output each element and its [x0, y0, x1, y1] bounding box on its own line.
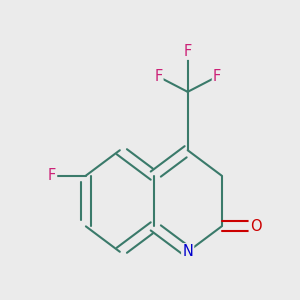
Text: F: F	[48, 168, 56, 183]
Text: O: O	[250, 219, 261, 234]
Text: F: F	[213, 69, 221, 84]
Text: F: F	[154, 69, 162, 84]
Text: F: F	[184, 44, 192, 59]
Text: N: N	[182, 244, 193, 259]
